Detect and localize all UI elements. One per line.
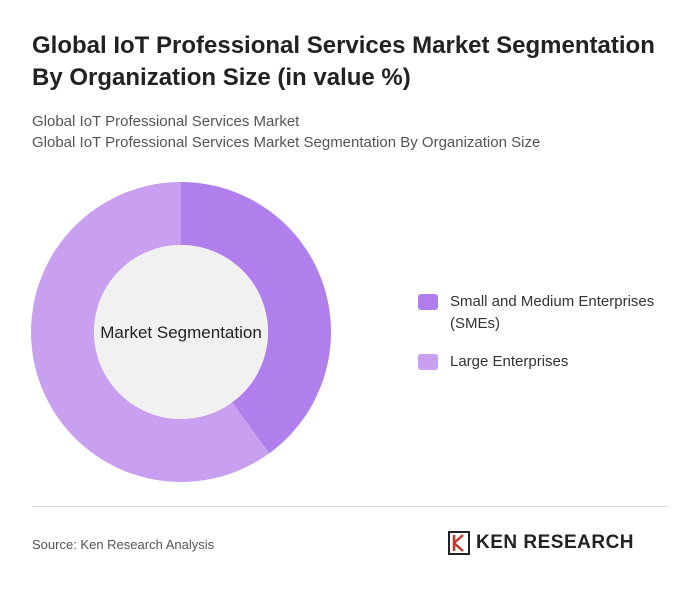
legend-label: Large Enterprises [450, 353, 569, 370]
legend-swatch [418, 294, 438, 310]
chart-title: Global IoT Professional Services Market … [32, 32, 655, 91]
center-label: Market Segmentation [100, 323, 262, 342]
donut-slice [30, 182, 270, 482]
legend-item: Large Enterprises [418, 351, 678, 373]
donut-chart: Market Segmentation [30, 182, 331, 482]
logo-icon [448, 531, 470, 555]
legend-label: Small and Medium Enterprises (SMEs) [450, 293, 655, 332]
legend-item: Small and Medium Enterprises (SMEs) [418, 291, 678, 335]
legend-swatch [418, 354, 438, 370]
logo-text: KEN RESEARCH [476, 532, 635, 553]
logo: KEN RESEARCH [448, 531, 634, 555]
divider [32, 506, 668, 507]
source: Source: Ken Research Analysis [32, 537, 215, 552]
subtitle: Global IoT Professional Services Market [32, 113, 300, 130]
subtitle: Global IoT Professional Services Market … [32, 134, 541, 151]
donut-hole [94, 245, 268, 419]
legend: Small and Medium Enterprises (SMEs) Large… [418, 291, 678, 389]
donut-slice [181, 182, 331, 454]
